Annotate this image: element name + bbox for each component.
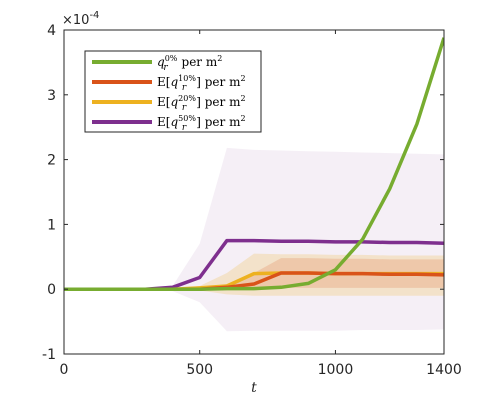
y-scale-base: ×10 <box>62 13 89 28</box>
x-axis-label: t <box>251 380 257 396</box>
series-lines <box>64 37 444 291</box>
x-tick-label: 0 <box>60 362 69 378</box>
x-tick-label: 500 <box>186 362 213 378</box>
y-scale-label: ×10-4 <box>62 10 99 28</box>
legend-item-s10: E[q10% r] per m2 <box>92 74 246 93</box>
y-tick-label: 4 <box>47 23 56 39</box>
legend-item-s0: q0% r per m2 <box>92 54 222 73</box>
legend-box <box>84 50 262 133</box>
legend-label: q0% r per m2 <box>157 54 222 73</box>
x-tick-label: 1400 <box>426 362 462 378</box>
x-tick-label: 1000 <box>318 362 354 378</box>
y-scale-exponent: -4 <box>89 10 99 21</box>
legend-item-s50: E[q50% r] per m2 <box>92 114 246 133</box>
plot-frame <box>63 29 445 355</box>
legend-label: E[q10% r] per m2 <box>157 74 246 93</box>
series-line-s0 <box>64 37 444 291</box>
y-tick-label: 2 <box>47 153 56 169</box>
legend: q0% r per m2E[q10% r] per m2E[q20% r] per m… <box>84 50 262 133</box>
legend-item-s20: E[q20% r] per m2 <box>92 94 246 113</box>
y-tick-label: -1 <box>42 347 56 363</box>
y-tick-label: 1 <box>47 217 56 233</box>
y-tick-label: 0 <box>47 282 56 298</box>
y-tick-label: 3 <box>47 88 56 104</box>
legend-label: E[q20% r] per m2 <box>157 94 246 113</box>
legend-label: E[q50% r] per m2 <box>157 114 246 133</box>
